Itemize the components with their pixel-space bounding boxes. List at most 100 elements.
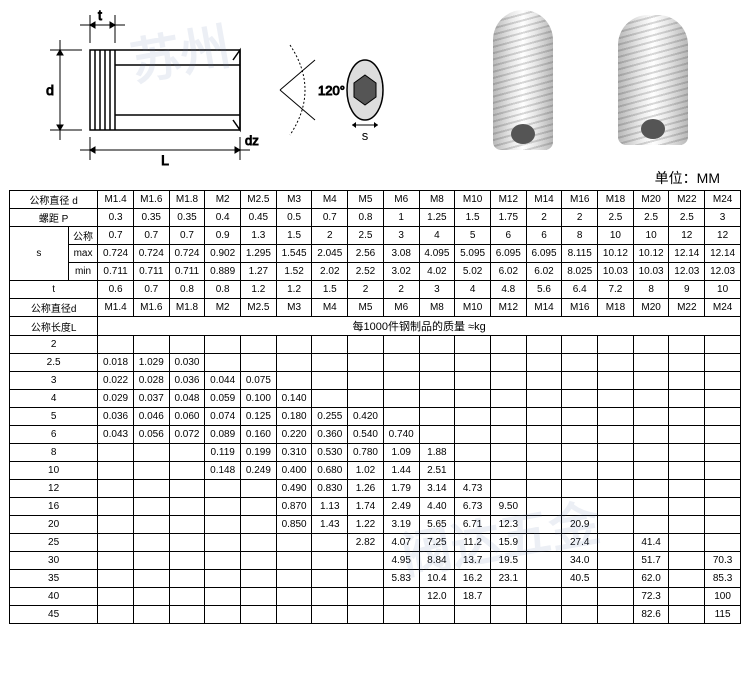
cell: M18	[598, 191, 634, 209]
cell	[633, 462, 669, 480]
cell	[276, 372, 312, 390]
cell: M1.8	[169, 191, 205, 209]
cell: 0.540	[348, 426, 384, 444]
cell: M12	[490, 299, 526, 317]
cell	[705, 444, 741, 462]
cell	[669, 552, 705, 570]
cell	[633, 444, 669, 462]
cell: 0.036	[98, 408, 134, 426]
cell: 12	[705, 227, 741, 245]
cell	[205, 534, 241, 552]
cell	[169, 534, 205, 552]
length-cell: 3	[10, 372, 98, 390]
cell: 2	[562, 209, 598, 227]
cell: 1.26	[348, 480, 384, 498]
cell: 8.115	[562, 245, 598, 263]
length-cell: 2.5	[10, 354, 98, 372]
cell	[133, 444, 169, 462]
cell: 62.0	[633, 570, 669, 588]
cell: 0.072	[169, 426, 205, 444]
cell: 12	[669, 227, 705, 245]
cell: 0.044	[205, 372, 241, 390]
cell: 12.03	[669, 263, 705, 281]
cell: 1.25	[419, 209, 455, 227]
cell	[705, 354, 741, 372]
length-cell: 8	[10, 444, 98, 462]
cell	[598, 606, 634, 624]
cell: 5.65	[419, 516, 455, 534]
cell: 0.100	[241, 390, 277, 408]
cell	[241, 534, 277, 552]
cell	[348, 570, 384, 588]
cell: 1.09	[383, 444, 419, 462]
cell: 115	[705, 606, 741, 624]
cell: M4	[312, 191, 348, 209]
cell	[526, 552, 562, 570]
cell	[98, 462, 134, 480]
cell: 0.046	[133, 408, 169, 426]
cell	[526, 354, 562, 372]
cell: 0.8	[169, 281, 205, 299]
cell	[133, 570, 169, 588]
cell: 0.199	[241, 444, 277, 462]
cell	[455, 408, 491, 426]
cell	[598, 516, 634, 534]
cell: 85.3	[705, 570, 741, 588]
cell	[562, 426, 598, 444]
cell: 0.074	[205, 408, 241, 426]
cell	[598, 534, 634, 552]
cell: 0.180	[276, 408, 312, 426]
cell: 10.12	[598, 245, 634, 263]
product-photo	[460, 5, 720, 155]
cell: 13.7	[455, 552, 491, 570]
cell: 1.74	[348, 498, 384, 516]
cell: M24	[705, 191, 741, 209]
length-cell: 16	[10, 498, 98, 516]
cell	[598, 354, 634, 372]
svg-text:L: L	[161, 152, 169, 168]
cell: 6	[490, 227, 526, 245]
cell: 3.08	[383, 245, 419, 263]
cell	[383, 372, 419, 390]
cell: 34.0	[562, 552, 598, 570]
length-cell: 25	[10, 534, 98, 552]
cell	[490, 480, 526, 498]
cell: 0.7	[133, 281, 169, 299]
cell	[705, 390, 741, 408]
cell: 1.3	[241, 227, 277, 245]
cell	[598, 426, 634, 444]
cell	[669, 480, 705, 498]
cell: 11.2	[455, 534, 491, 552]
s-min-label: min	[68, 263, 97, 281]
cell: 2.02	[312, 263, 348, 281]
cell: 6	[526, 227, 562, 245]
cell	[490, 390, 526, 408]
cell	[133, 552, 169, 570]
cell: 10	[633, 227, 669, 245]
cell	[133, 462, 169, 480]
cell	[669, 390, 705, 408]
cell	[669, 372, 705, 390]
cell: 12.14	[669, 245, 705, 263]
cell: 19.5	[490, 552, 526, 570]
cell	[490, 336, 526, 354]
diameter-header: 公称直径 d	[10, 191, 98, 209]
cell	[133, 480, 169, 498]
cell	[705, 426, 741, 444]
cell	[133, 516, 169, 534]
cell: M1.4	[98, 299, 134, 317]
cell: 0.724	[133, 245, 169, 263]
cell	[241, 552, 277, 570]
length-cell: 4	[10, 390, 98, 408]
cell	[205, 480, 241, 498]
cell: 3	[383, 227, 419, 245]
cell	[455, 354, 491, 372]
cell	[455, 336, 491, 354]
cell	[633, 480, 669, 498]
cell: 4.73	[455, 480, 491, 498]
cell	[419, 336, 455, 354]
cell: 5	[455, 227, 491, 245]
cell	[490, 462, 526, 480]
cell	[312, 354, 348, 372]
cell	[562, 372, 598, 390]
